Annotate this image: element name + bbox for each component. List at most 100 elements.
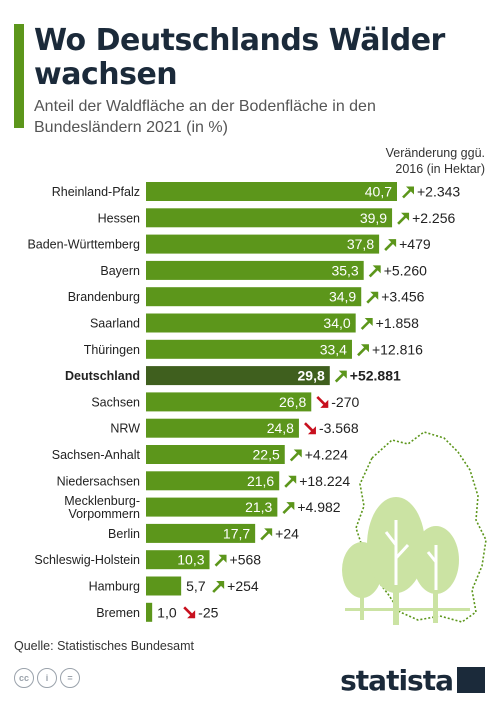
trend-arrow-11-up-icon [284, 475, 297, 488]
category-label-8: Sachsen [91, 395, 140, 409]
trend-arrow-0-up-icon [402, 186, 414, 199]
trend-arrow-2-up-icon [384, 239, 397, 252]
change-label-7: +52.881 [350, 368, 401, 384]
change-label-8: -270 [331, 394, 359, 410]
value-label-5: 34,0 [323, 315, 350, 331]
value-label-6: 33,4 [320, 341, 347, 357]
chart-title: Wo Deutschlands Wälder wachsen [34, 23, 445, 92]
value-label-4: 34,9 [329, 289, 356, 305]
bar-3 [146, 260, 364, 280]
category-label-1: Hessen [98, 211, 140, 225]
trend-arrow-15-up-icon [212, 581, 225, 593]
bar-10 [146, 445, 285, 464]
trend-arrow-8-down-icon [316, 395, 329, 408]
trend-arrow-14-up-icon [214, 554, 227, 567]
value-label-0: 40,7 [365, 184, 392, 200]
category-label-2: Baden-Württemberg [27, 238, 140, 252]
bar-14 [146, 550, 210, 570]
bar-6 [146, 339, 352, 359]
value-label-1: 39,9 [360, 210, 387, 226]
chart-subtitle: Anteil der Waldfläche an der Bodenfläche… [34, 98, 376, 136]
trend-arrow-6-up-icon [357, 344, 369, 357]
category-label-16: Bremen [96, 606, 140, 620]
value-label-8: 26,8 [279, 394, 306, 410]
value-label-16: 1,0 [157, 604, 177, 620]
change-legend: Veränderung ggü. 2016 (in Hektar) [285, 145, 485, 177]
change-label-12: +4.982 [297, 499, 340, 515]
bar-11 [146, 471, 280, 491]
bar-15 [146, 576, 182, 596]
value-label-15: 5,7 [186, 578, 206, 594]
change-label-15: +254 [227, 578, 259, 594]
source-note: Quelle: Statistisches Bundesamt [14, 639, 194, 653]
bar-7 [146, 366, 330, 386]
statista-logo: statista [340, 664, 454, 697]
category-label-7: Deutschland [65, 369, 140, 383]
bar-1 [146, 208, 393, 228]
change-legend-line-2: 2016 (in Hektar) [395, 162, 485, 176]
category-label-9: NRW [110, 422, 140, 436]
change-label-11: +18.224 [299, 473, 350, 489]
cc-icon: cc [14, 668, 34, 688]
change-label-14: +568 [230, 552, 262, 568]
trend-arrow-12-up-icon [282, 502, 295, 515]
category-label-4: Brandenburg [68, 290, 140, 304]
bar-9 [146, 418, 299, 438]
category-label-3: Bayern [100, 264, 140, 278]
trend-arrow-13-up-icon [260, 528, 273, 541]
bar-13 [146, 523, 256, 543]
value-label-10: 22,5 [253, 447, 280, 463]
trend-arrow-7-up-icon [334, 370, 347, 383]
bar-12 [146, 497, 278, 517]
bar-8 [146, 392, 312, 412]
value-label-9: 24,8 [267, 420, 294, 436]
bar-4 [146, 287, 362, 307]
germany-forest-illustration-icon [342, 431, 487, 625]
attribution-icon: i [37, 668, 57, 688]
bar-chart: Rheinland-Pfalz 40,7 +2.343 Hessen 39,9 +2.25… [27, 182, 487, 625]
category-label-15: Hamburg [89, 580, 140, 594]
license-icons: cc i = [14, 668, 83, 688]
change-legend-line-1: Veränderung ggü. [385, 146, 485, 160]
change-label-1: +2.256 [412, 210, 455, 226]
change-label-13: +24 [275, 525, 299, 541]
statista-logo-mark-icon [457, 667, 485, 693]
bar-16 [146, 602, 153, 622]
value-label-12: 21,3 [245, 499, 272, 515]
change-label-2: +479 [399, 236, 431, 252]
trend-arrow-1-up-icon [397, 212, 410, 225]
category-label-6: Thüringen [84, 343, 140, 357]
trend-arrow-9-down-icon [304, 422, 316, 435]
category-label-10: Sachsen-Anhalt [52, 448, 141, 462]
category-label-12: Mecklenburg-Vorpommern [64, 494, 140, 521]
title-accent-bar [14, 24, 24, 128]
change-label-4: +3.456 [381, 289, 424, 305]
value-label-13: 17,7 [223, 525, 250, 541]
change-label-3: +5.260 [384, 262, 427, 278]
trend-arrow-10-up-icon [289, 449, 302, 462]
value-label-7: 29,8 [298, 368, 325, 384]
trend-arrow-5-up-icon [360, 318, 373, 330]
no-derivatives-icon: = [60, 668, 80, 688]
trend-arrow-3-up-icon [368, 265, 381, 278]
change-label-10: +4.224 [305, 447, 348, 463]
change-label-0: +2.343 [417, 184, 460, 200]
value-label-11: 21,6 [247, 473, 274, 489]
change-label-9: -3.568 [319, 420, 359, 436]
trend-arrow-4-up-icon [366, 291, 379, 304]
change-label-16: -25 [198, 604, 218, 620]
change-label-5: +1.858 [376, 315, 419, 331]
bar-0 [146, 182, 397, 201]
category-label-0: Rheinland-Pfalz [52, 185, 140, 199]
value-label-3: 35,3 [331, 262, 358, 278]
category-label-13: Berlin [108, 527, 140, 541]
change-label-6: +12.816 [372, 341, 423, 357]
category-label-11: Niedersachsen [57, 474, 140, 488]
trend-arrow-16-down-icon [183, 606, 196, 619]
category-label-14: Schleswig-Holstein [34, 553, 140, 567]
value-label-2: 37,8 [347, 236, 374, 252]
value-label-14: 10,3 [177, 552, 204, 568]
bar-5 [146, 313, 356, 333]
category-label-5: Saarland [90, 317, 140, 331]
bar-2 [146, 234, 380, 254]
